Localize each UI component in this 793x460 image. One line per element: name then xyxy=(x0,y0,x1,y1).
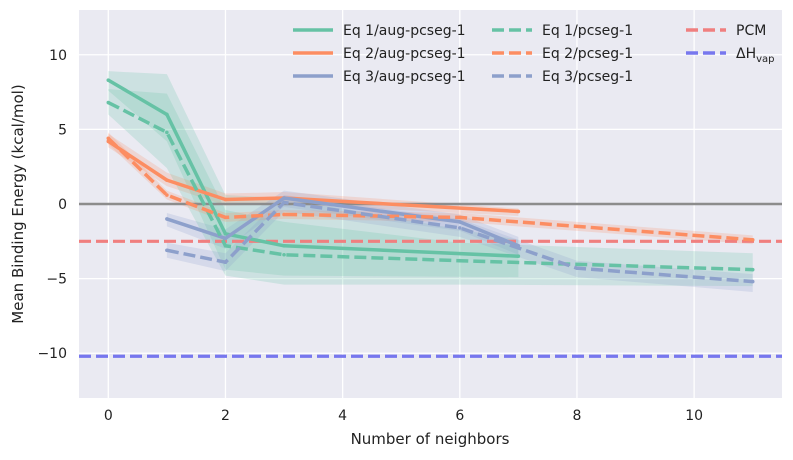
x-tick-label: 0 xyxy=(104,408,113,424)
series-line xyxy=(107,100,753,272)
data-point xyxy=(106,78,111,82)
legend-label: Eq 1/aug-pcseg-1 xyxy=(343,23,466,39)
data-point xyxy=(750,267,755,272)
y-tick-labels: −10 −5 0 5 10 xyxy=(37,48,67,362)
legend-label: PCM xyxy=(736,23,766,39)
y-tick-label: −5 xyxy=(46,272,67,288)
reference-lines xyxy=(79,202,782,358)
confidence-band xyxy=(166,195,753,293)
data-point xyxy=(165,178,169,182)
data-point xyxy=(165,248,169,253)
legend-label: Eq 3/aug-pcseg-1 xyxy=(343,69,466,85)
x-tick-label: 10 xyxy=(685,408,703,424)
data-point xyxy=(516,209,521,214)
data-point xyxy=(575,266,579,270)
data-point xyxy=(165,112,169,117)
y-axis-title: Mean Binding Energy (kcal/mol) xyxy=(9,84,27,323)
x-tick-label: 4 xyxy=(338,408,347,424)
x-tick-label: 8 xyxy=(572,408,581,424)
y-tick-label: 5 xyxy=(58,122,67,138)
data-point xyxy=(282,200,286,205)
data-point xyxy=(457,215,462,220)
data-point xyxy=(282,243,286,248)
confidence-band xyxy=(108,89,753,287)
data-point xyxy=(106,100,111,105)
data-point xyxy=(750,279,755,284)
data-point xyxy=(282,212,286,217)
data-point xyxy=(106,136,111,141)
legend-label-subscript: vap xyxy=(756,54,774,65)
x-tick-label: 6 xyxy=(455,408,464,424)
data-point xyxy=(457,258,462,263)
legend-label: Eq 2/pcseg-1 xyxy=(542,46,633,62)
legend-label: Eq 1/pcseg-1 xyxy=(542,23,633,39)
x-tick-labels: 0 2 4 6 8 10 xyxy=(104,408,703,424)
data-point xyxy=(457,226,462,230)
legend-label-main: ΔH xyxy=(736,46,756,62)
y-tick-label: 10 xyxy=(49,48,67,64)
data-point xyxy=(223,197,228,202)
y-tick-label: −10 xyxy=(37,346,67,362)
data-point xyxy=(165,130,169,135)
data-point xyxy=(223,215,228,220)
data-point xyxy=(165,217,169,221)
series-line xyxy=(166,200,753,284)
data-point xyxy=(516,254,521,259)
legend-label: Eq 3/pcseg-1 xyxy=(542,69,633,85)
x-tick-label: 2 xyxy=(221,408,230,424)
confidence-band xyxy=(108,71,519,278)
data-point xyxy=(282,252,286,257)
legend-label: ΔHvap xyxy=(736,46,775,65)
series-line xyxy=(107,137,753,242)
data-point xyxy=(223,232,228,236)
legend-label: Eq 2/aug-pcseg-1 xyxy=(343,46,466,62)
series-lines xyxy=(106,78,755,284)
data-point xyxy=(223,260,228,265)
data-point xyxy=(223,236,228,241)
data-point xyxy=(165,193,169,197)
data-point xyxy=(223,243,228,248)
data-point xyxy=(457,220,462,224)
legend: Eq 1/aug-pcseg-1 Eq 2/aug-pcseg-1 Eq 3/aug… xyxy=(293,23,775,85)
data-point xyxy=(750,238,755,242)
x-axis-title: Number of neighbors xyxy=(351,430,510,448)
data-point xyxy=(282,196,286,200)
y-tick-label: 0 xyxy=(58,197,67,213)
